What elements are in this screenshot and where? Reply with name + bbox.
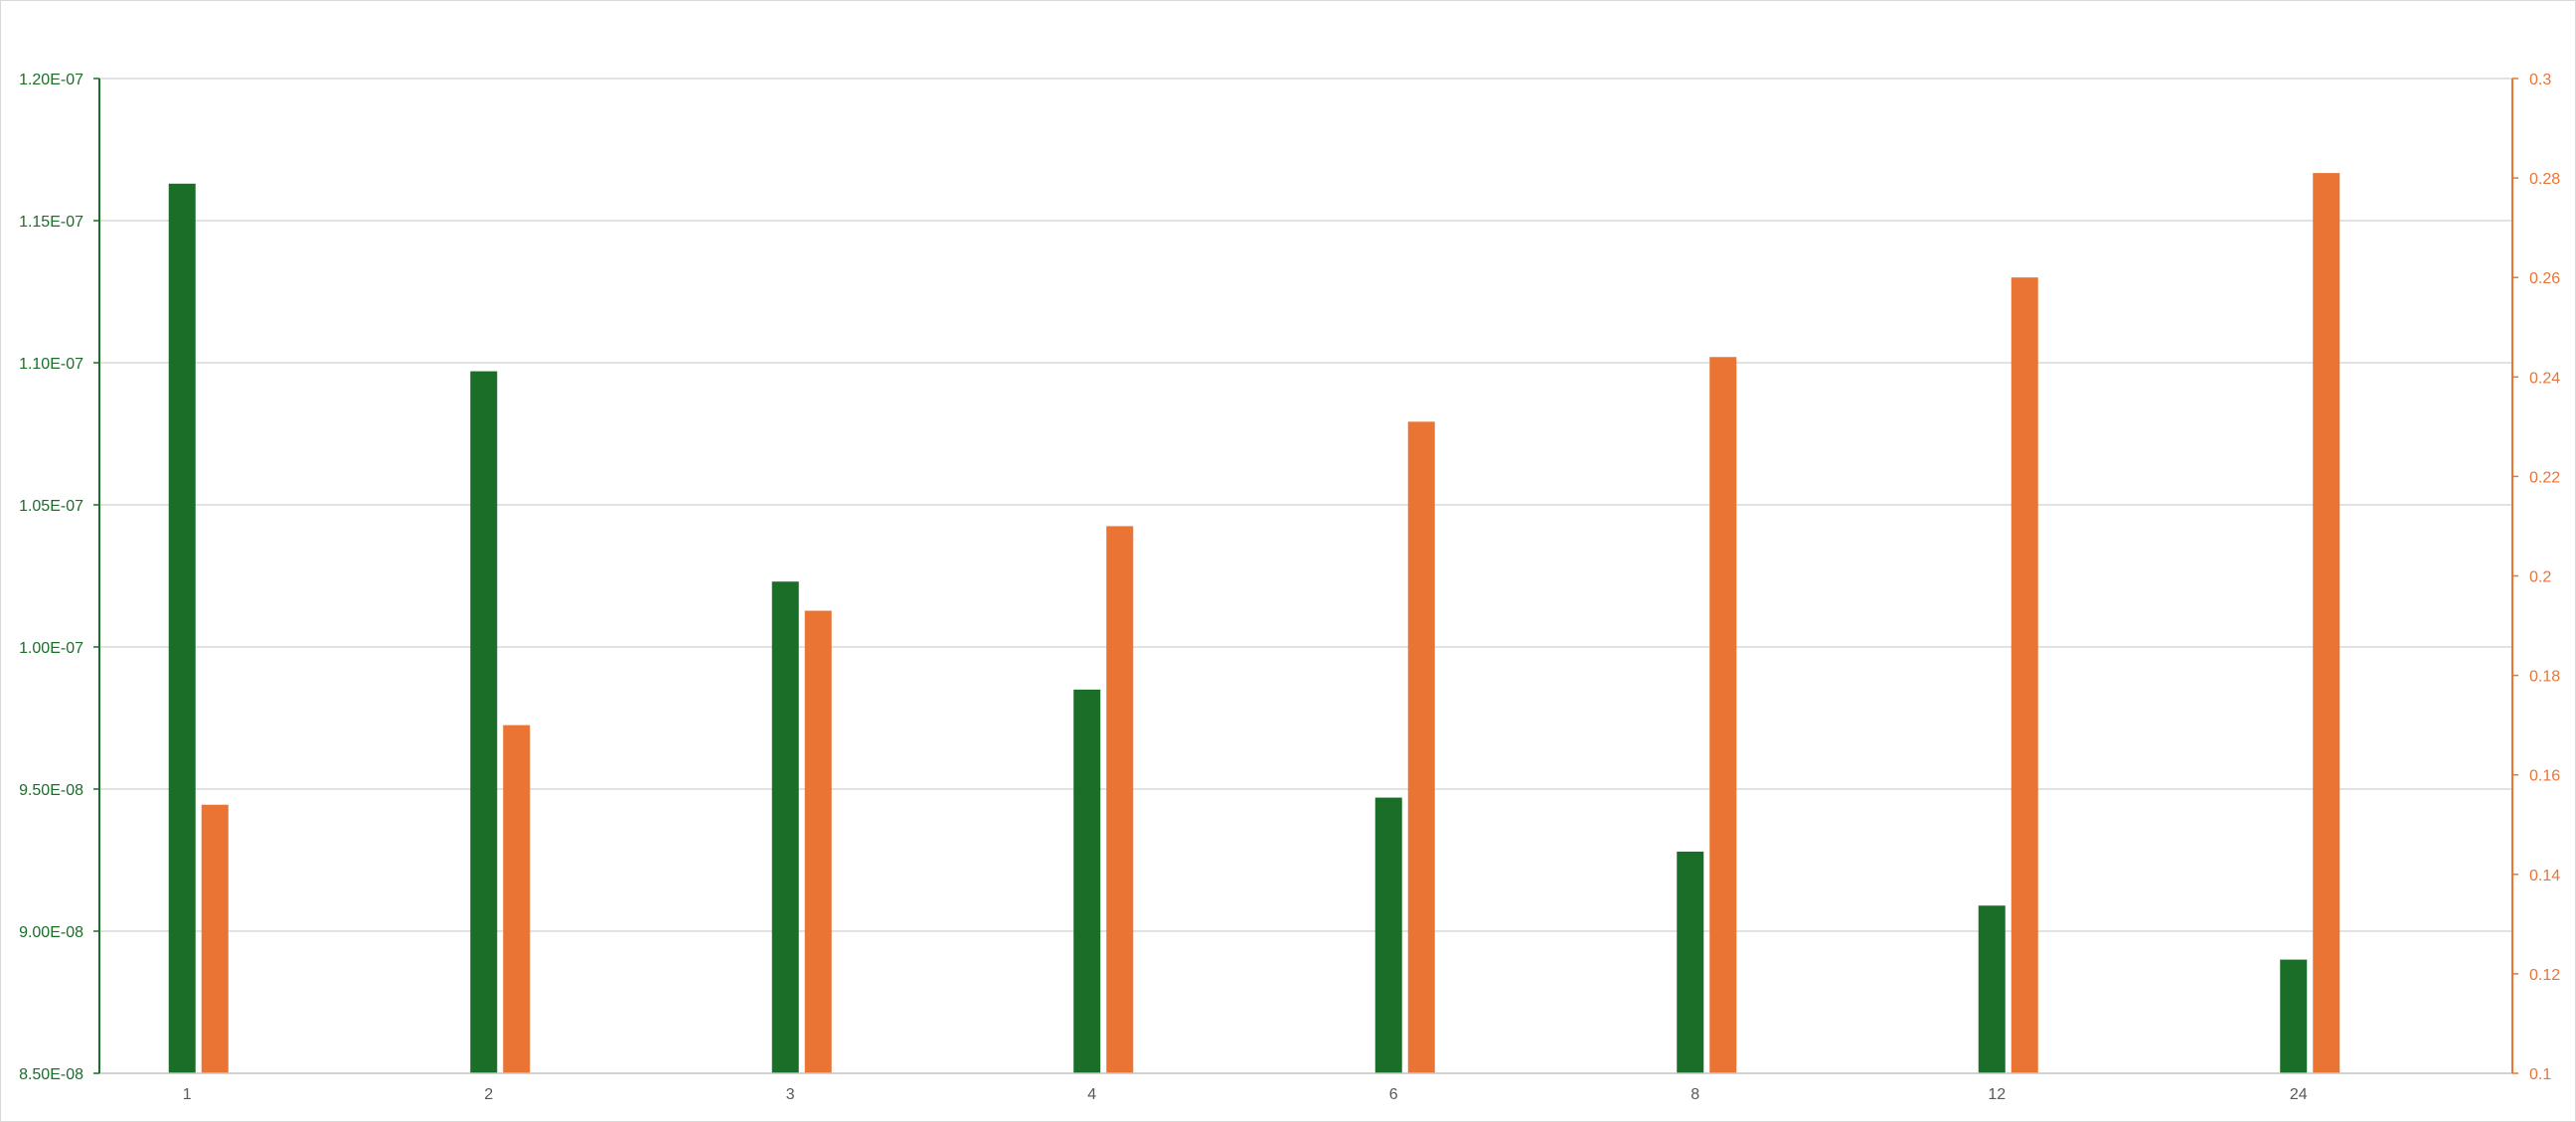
right-tick-label: 0.22 — [2529, 469, 2560, 486]
bar-right-2 — [503, 724, 531, 1073]
x-axis-ticks: 1 2 3 4 6 8 12 24 — [183, 1086, 2308, 1103]
left-tick-label: 1.15E-07 — [19, 214, 83, 231]
bar-left-4 — [1073, 689, 1101, 1073]
x-tick-label: 12 — [1988, 1086, 2006, 1103]
left-tick-label: 9.00E-08 — [19, 924, 83, 941]
x-tick-label: 24 — [2290, 1086, 2308, 1103]
right-tick-label: 0.26 — [2529, 270, 2560, 287]
left-y-axis-ticks: 8.50E-08 9.00E-08 9.50E-08 1.00E-07 1.05E-07… — [19, 72, 99, 1083]
x-tick-label: 3 — [786, 1086, 795, 1103]
bar-right-4 — [1106, 526, 1134, 1073]
right-tick-label: 0.16 — [2529, 768, 2560, 785]
bar-left-24 — [2280, 959, 2308, 1073]
right-tick-label: 0.18 — [2529, 669, 2560, 686]
right-tick-label: 0.14 — [2529, 868, 2560, 884]
bar-left-8 — [1677, 851, 1704, 1073]
bar-right-24 — [2313, 173, 2340, 1074]
bars — [168, 173, 2340, 1074]
right-tick-label: 0.12 — [2529, 967, 2560, 984]
right-tick-label: 0.24 — [2529, 370, 2560, 387]
left-tick-label: 1.00E-07 — [19, 640, 83, 657]
bar-left-2 — [470, 371, 498, 1074]
left-tick-label: 9.50E-08 — [19, 782, 83, 799]
bar-right-6 — [1407, 421, 1435, 1074]
axes — [98, 79, 2513, 1074]
x-tick-label: 1 — [183, 1086, 192, 1103]
bar-right-1 — [201, 804, 229, 1073]
right-tick-label: 0.28 — [2529, 171, 2560, 188]
right-tick-label: 0.1 — [2529, 1066, 2551, 1083]
left-tick-label: 8.50E-08 — [19, 1066, 83, 1083]
bar-left-3 — [771, 581, 799, 1073]
x-tick-label: 2 — [484, 1086, 493, 1103]
right-tick-label: 0.3 — [2529, 72, 2551, 88]
bar-left-1 — [168, 183, 196, 1073]
right-y-axis-ticks: 0.1 0.12 0.14 0.16 0.18 0.2 0.22 0.24 0.26 0.28 0.… — [2512, 72, 2560, 1083]
bar-right-8 — [1709, 357, 1737, 1073]
left-tick-label: 1.20E-07 — [19, 72, 83, 88]
bar-right-3 — [804, 610, 832, 1073]
bar-right-12 — [2011, 277, 2038, 1073]
gridlines — [99, 78, 2512, 1074]
right-tick-label: 0.2 — [2529, 569, 2551, 586]
x-tick-label: 4 — [1087, 1086, 1096, 1103]
x-tick-label: 8 — [1690, 1086, 1699, 1103]
x-tick-label: 6 — [1389, 1086, 1398, 1103]
left-tick-label: 1.10E-07 — [19, 356, 83, 373]
bar-left-6 — [1374, 797, 1402, 1073]
bar-left-12 — [1978, 905, 2006, 1073]
left-tick-label: 1.05E-07 — [19, 498, 83, 515]
